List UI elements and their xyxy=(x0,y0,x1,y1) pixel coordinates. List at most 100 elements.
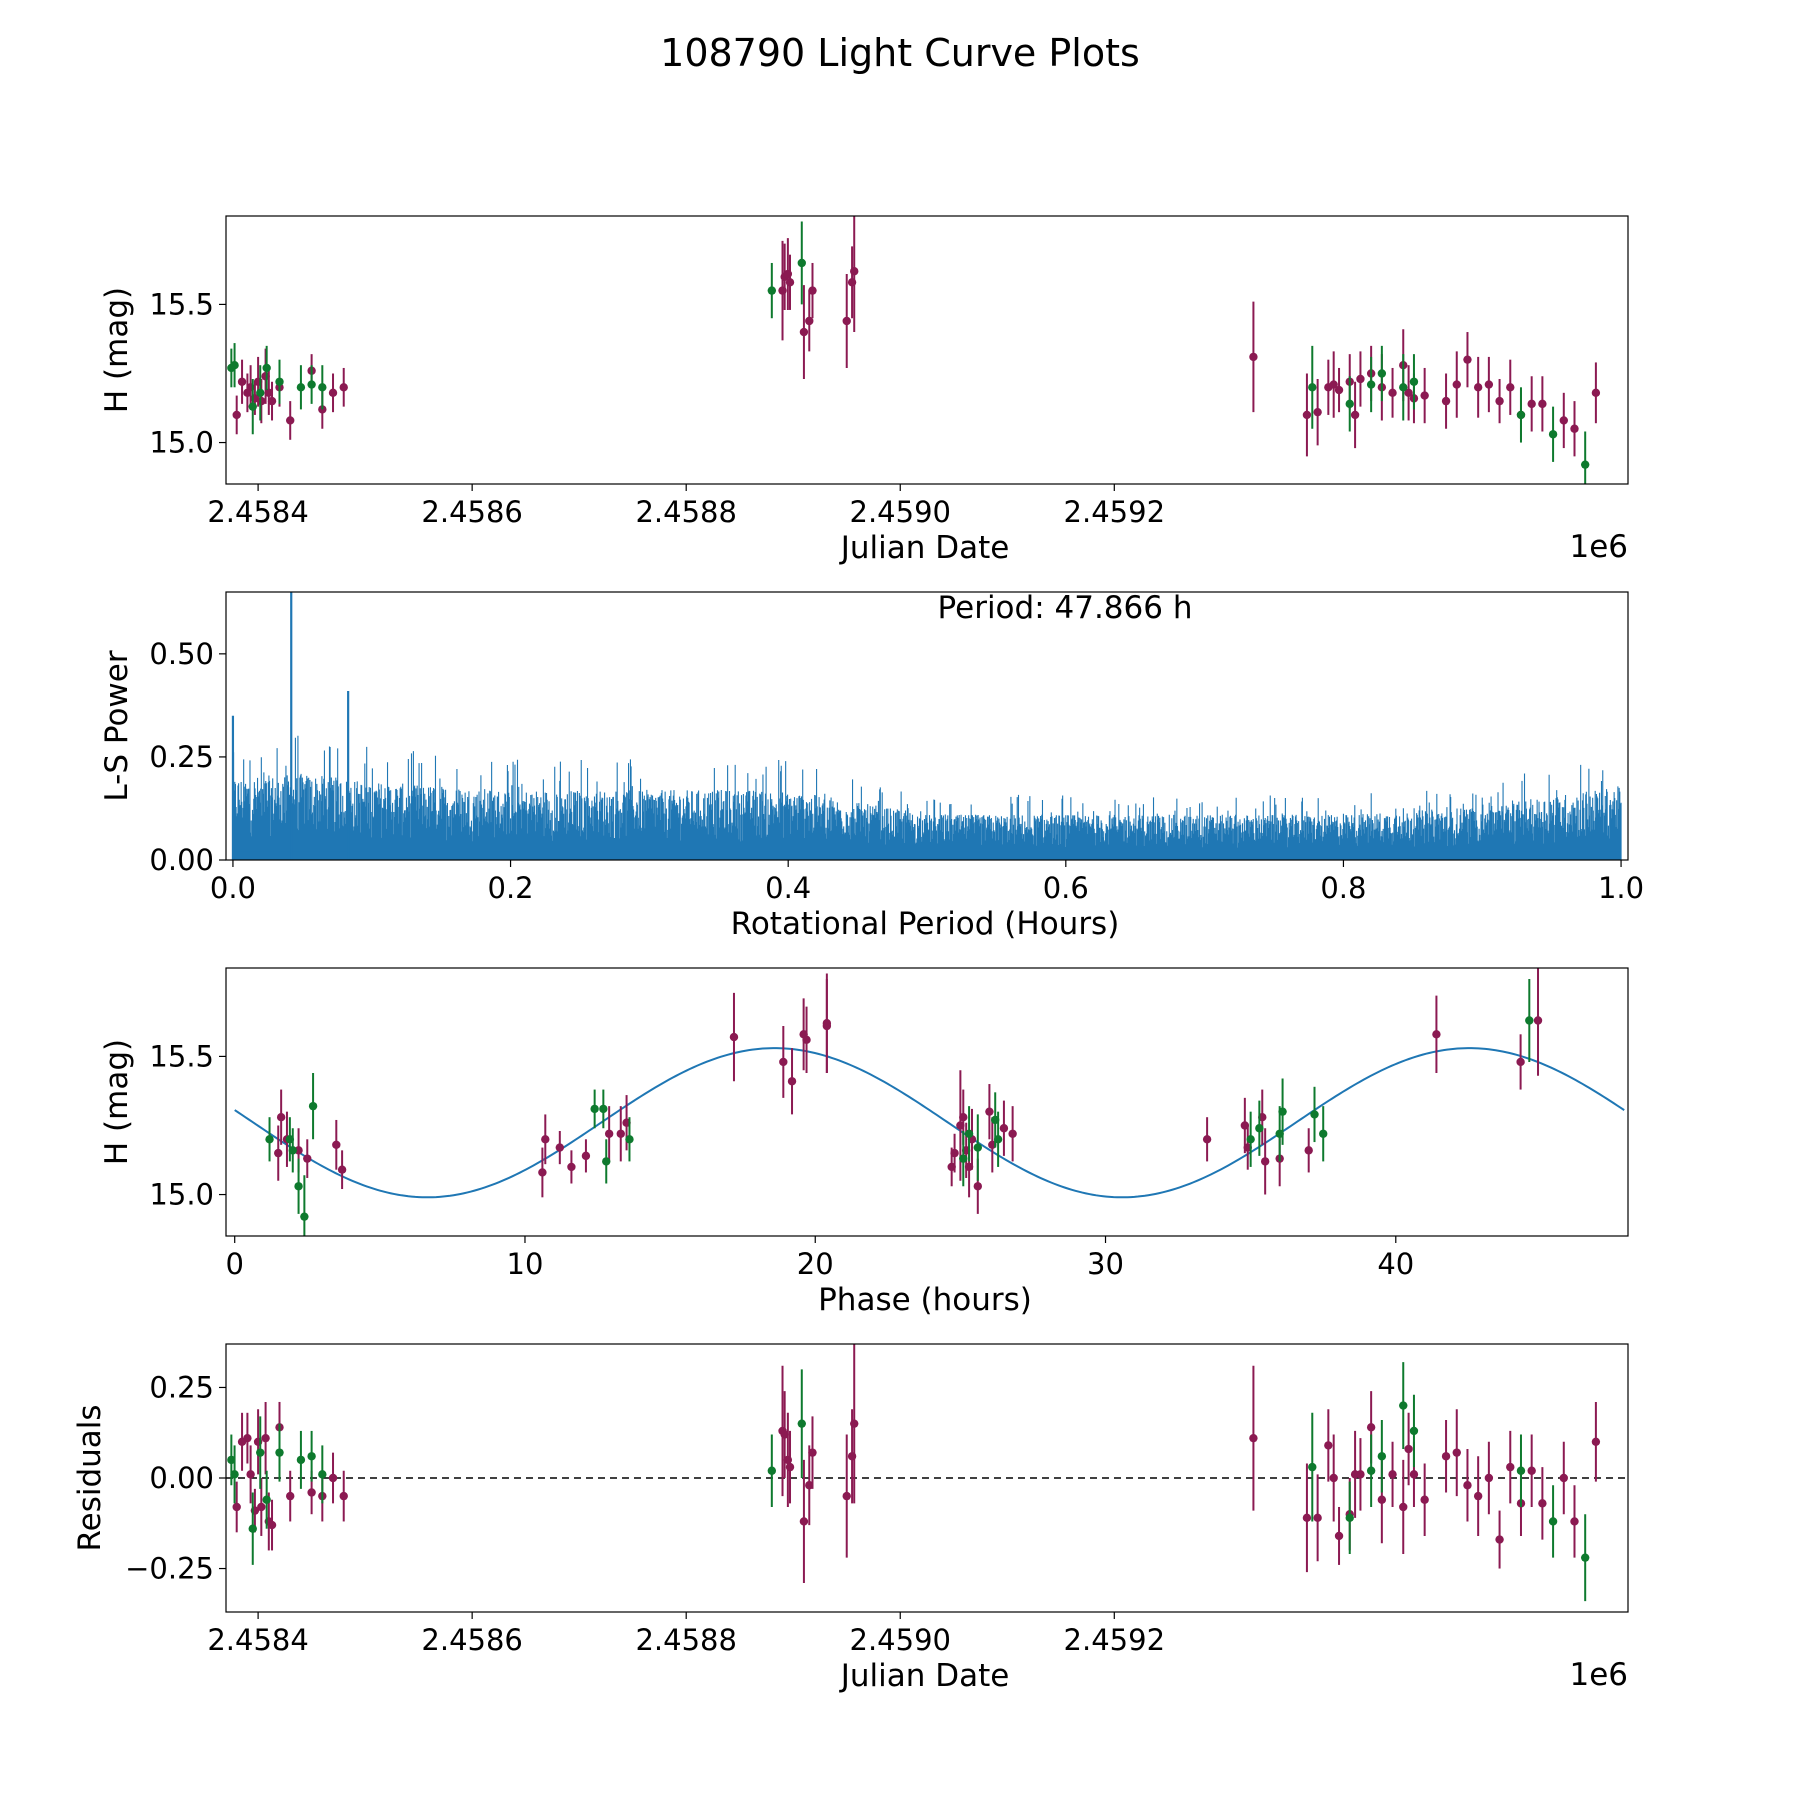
magenta-data-point xyxy=(805,316,814,326)
x-tick-label: 0 xyxy=(225,1247,243,1281)
magenta-data-point xyxy=(555,1143,565,1152)
periodogram-ticks: 0.0 0.2 0.4 0.6 0.8 1.0 0.00 0.25 0.50 xyxy=(149,637,1644,905)
green-data-point xyxy=(1409,377,1419,386)
magenta-data-point xyxy=(1506,383,1515,392)
magenta-data-point xyxy=(232,410,241,420)
magenta-data-point xyxy=(264,388,274,398)
magenta-data-point xyxy=(257,396,266,406)
x-tick-label: 2.4586 xyxy=(421,1623,522,1657)
figure-title: 108790 Light Curve Plots xyxy=(660,31,1140,75)
green-data-point xyxy=(288,1146,297,1155)
y-tick-label: 0.25 xyxy=(149,1370,214,1404)
residuals-xlabel: Julian Date xyxy=(839,1658,1010,1694)
phased-curve-xlabel: Phase (hours) xyxy=(818,1282,1032,1318)
green-data-point xyxy=(1366,1466,1376,1475)
green-data-point xyxy=(296,1455,306,1465)
magenta-data-point xyxy=(1538,1499,1547,1508)
magenta-data-point xyxy=(1324,1441,1333,1450)
magenta-data-point xyxy=(1473,383,1483,392)
magenta-data-point xyxy=(1329,380,1338,389)
magenta-data-point xyxy=(1495,396,1504,406)
magenta-data-point xyxy=(1452,1448,1461,1457)
magenta-data-point xyxy=(785,1462,795,1472)
magenta-data-point xyxy=(1329,1473,1338,1483)
magenta-data-point xyxy=(805,1481,814,1490)
magenta-data-point xyxy=(1302,410,1312,420)
magenta-data-point xyxy=(799,327,809,337)
green-data-point xyxy=(767,1466,777,1475)
magenta-data-point xyxy=(261,372,270,381)
phased-curve-ticks: 0 10 20 30 40 15.0 15.5 xyxy=(149,1039,1414,1281)
x-tick-label: 0.8 xyxy=(1320,871,1366,905)
magenta-data-point xyxy=(1334,385,1344,395)
magenta-data-point xyxy=(808,1448,817,1457)
fit-curve xyxy=(234,1047,1625,1199)
magenta-data-point xyxy=(1570,1517,1579,1526)
magenta-data-point xyxy=(1404,1444,1413,1454)
green-data-point xyxy=(230,360,239,370)
light-curve-frame xyxy=(225,215,1629,485)
green-data-point xyxy=(1516,410,1526,420)
green-data-point xyxy=(308,1101,318,1111)
magenta-data-point xyxy=(294,1146,303,1155)
magenta-data-point xyxy=(538,1168,547,1177)
x-tick-label: 0.6 xyxy=(1043,871,1089,905)
magenta-data-point xyxy=(779,1057,788,1067)
magenta-data-point xyxy=(1591,1437,1601,1446)
magenta-data-point xyxy=(1388,1470,1397,1479)
green-data-point xyxy=(248,1524,257,1533)
magenta-data-point xyxy=(267,1520,277,1530)
green-data-point xyxy=(1278,1107,1287,1116)
magenta-data-point xyxy=(1249,352,1258,362)
magenta-data-point xyxy=(950,1148,959,1158)
light-curve-ticks: 2.4584 2.4586 2.4588 2.4590 2.4592 15.0 15.5 xyxy=(149,287,1165,529)
green-data-point xyxy=(1525,1016,1534,1025)
y-tick-label: 15.5 xyxy=(149,1039,214,1073)
x-tick-label: 2.4590 xyxy=(850,495,951,529)
x-tick-label: 2.4584 xyxy=(207,1623,308,1657)
magenta-data-point xyxy=(246,1470,255,1479)
green-data-point xyxy=(230,1470,239,1479)
magenta-data-point xyxy=(1570,424,1579,433)
magenta-data-point xyxy=(337,1165,347,1174)
magenta-data-point xyxy=(973,1182,982,1191)
magenta-data-point xyxy=(1452,380,1461,389)
magenta-data-point xyxy=(1260,1157,1270,1166)
magenta-data-point xyxy=(729,1032,739,1042)
magenta-data-point xyxy=(1350,410,1360,420)
green-data-point xyxy=(256,388,265,398)
magenta-data-point xyxy=(1366,1423,1376,1432)
magenta-data-point xyxy=(1527,399,1536,409)
green-data-point xyxy=(262,1495,271,1504)
y-tick-label: 0.50 xyxy=(149,637,214,671)
period-annotation: Period: 47.866 h xyxy=(938,590,1193,626)
green-data-point xyxy=(1409,1426,1419,1436)
x-tick-label: 30 xyxy=(1087,1247,1124,1281)
residuals-offset-label: 1e6 xyxy=(1569,1657,1628,1693)
panel-periodogram: 0.0 0.2 0.4 0.6 0.8 1.0 0.00 0.25 0.50 Rotationa… xyxy=(99,590,1644,942)
green-data-point xyxy=(1345,399,1354,409)
x-tick-label: 0.0 xyxy=(210,871,256,905)
green-data-point xyxy=(964,1129,974,1138)
green-data-point xyxy=(227,1455,236,1465)
x-tick-label: 40 xyxy=(1377,1247,1414,1281)
magenta-data-point xyxy=(1420,391,1429,400)
x-tick-label: 2.4592 xyxy=(1064,1623,1165,1657)
magenta-data-point xyxy=(286,1491,295,1501)
magenta-data-point xyxy=(616,1129,625,1138)
magenta-data-point xyxy=(1313,407,1322,417)
magenta-data-point xyxy=(1334,1531,1344,1541)
green-data-point xyxy=(275,1448,284,1457)
magenta-data-point xyxy=(1356,374,1365,384)
periodogram-floor xyxy=(232,851,1622,860)
x-tick-label: 2.4584 xyxy=(207,495,308,529)
magenta-data-point xyxy=(1356,1470,1365,1479)
green-data-point xyxy=(1548,430,1558,439)
magenta-data-point xyxy=(1463,1481,1472,1490)
phased-curve-frame xyxy=(225,967,1629,1237)
magenta-data-point xyxy=(1420,1495,1429,1504)
magenta-data-point xyxy=(802,1035,811,1045)
magenta-data-point xyxy=(1484,380,1494,389)
magenta-data-point xyxy=(1538,399,1547,409)
magenta-data-point xyxy=(822,1019,832,1028)
